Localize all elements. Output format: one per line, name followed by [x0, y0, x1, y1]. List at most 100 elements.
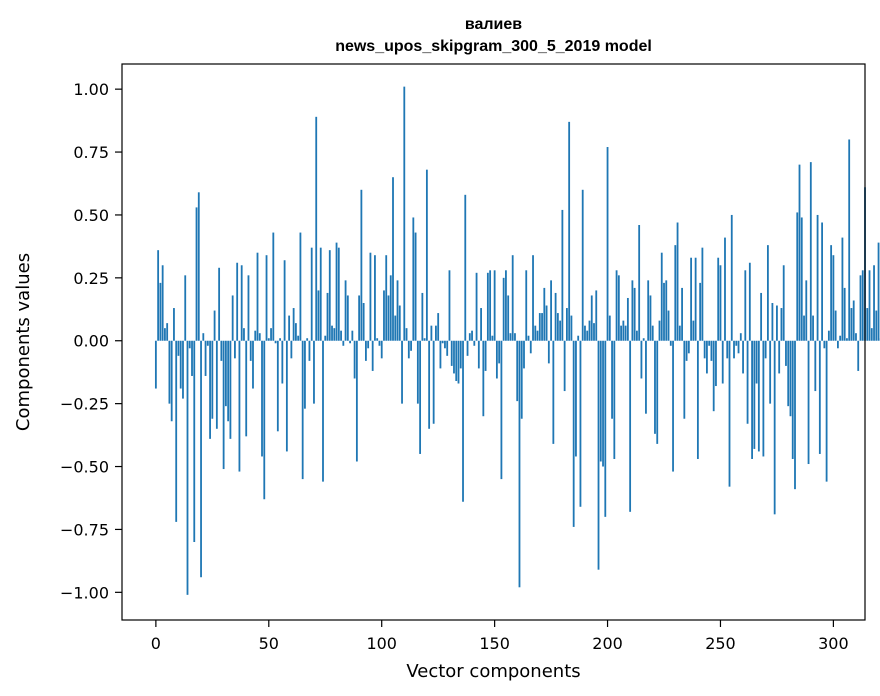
bar-76 [326, 292, 329, 341]
bar-16 [191, 340, 193, 376]
bar-41 [247, 275, 250, 341]
bar-254 [728, 340, 731, 487]
bar-173 [545, 305, 548, 341]
bar-209 [626, 297, 629, 341]
y-tick-label: −0.25 [60, 395, 109, 414]
bar-72 [317, 290, 320, 341]
bar-190 [584, 325, 586, 341]
bar-89 [355, 340, 358, 462]
bar-50 [267, 338, 270, 341]
bar-308 [850, 308, 853, 341]
bar-179 [559, 320, 562, 341]
bar-183 [568, 121, 571, 341]
bar-112 [407, 340, 410, 359]
bar-217 [645, 340, 647, 414]
bar-82 [340, 330, 342, 341]
y-tick-label: −1.00 [60, 583, 109, 602]
bar-221 [654, 340, 656, 434]
bar-182 [565, 308, 568, 341]
x-tick-label: 250 [705, 634, 736, 653]
bar-125 [437, 313, 440, 341]
bar-242 [701, 247, 704, 341]
x-tick-label: 300 [818, 634, 849, 653]
bar-156 [507, 295, 510, 341]
bar-110 [403, 86, 406, 341]
bar-245 [708, 340, 711, 346]
bar-176 [552, 340, 555, 444]
bar-17 [193, 340, 196, 543]
bar-117 [419, 340, 422, 454]
bar-108 [398, 305, 401, 341]
bar-168 [534, 325, 537, 341]
bar-77 [328, 250, 331, 341]
bar-154 [502, 277, 505, 341]
bar-137 [464, 194, 467, 341]
bar-95 [369, 252, 372, 341]
bar-313 [861, 270, 864, 341]
bar-100 [380, 340, 383, 359]
bar-22 [204, 340, 207, 376]
bar-146 [484, 340, 487, 371]
bar-124 [435, 325, 437, 341]
bar-181 [563, 340, 566, 392]
bar-285 [798, 164, 801, 341]
bar-37 [238, 340, 241, 472]
bar-295 [821, 222, 823, 341]
bar-32 [227, 340, 230, 422]
bar-184 [570, 315, 573, 341]
bar-261 [744, 270, 747, 341]
bar-240 [696, 340, 699, 459]
bar-250 [719, 265, 722, 341]
bar-306 [846, 338, 848, 341]
bar-167 [532, 255, 534, 341]
bar-14 [186, 340, 189, 595]
bar-102 [385, 255, 388, 341]
bar-256 [733, 340, 735, 359]
bar-81 [337, 247, 340, 341]
bar-257 [735, 340, 738, 346]
bar-52 [272, 232, 275, 341]
bar-96 [371, 340, 374, 371]
bar-262 [746, 340, 749, 424]
bar-282 [791, 340, 794, 459]
y-tick-label: 0.25 [73, 269, 109, 288]
bar-208 [624, 325, 627, 341]
bar-213 [636, 330, 638, 341]
bar-275 [776, 305, 778, 341]
bar-48 [263, 340, 266, 500]
x-tick-label: 50 [259, 634, 279, 653]
bar-188 [579, 340, 582, 507]
bar-177 [554, 292, 557, 341]
bar-67 [306, 338, 309, 341]
bar-127 [441, 340, 444, 344]
bar-280 [787, 340, 790, 407]
bar-178 [556, 313, 559, 341]
bar-122 [430, 325, 433, 341]
bar-157 [509, 333, 512, 341]
bar-232 [678, 325, 681, 341]
bar-120 [425, 169, 428, 341]
bar-305 [843, 287, 846, 341]
bar-151 [495, 340, 498, 379]
bar-25 [211, 340, 214, 419]
bar-150 [493, 270, 496, 341]
bar-196 [597, 340, 600, 570]
bar-70 [313, 340, 315, 404]
bar-187 [577, 335, 580, 341]
bar-46 [258, 333, 261, 341]
bar-228 [669, 340, 672, 346]
bar-264 [751, 340, 753, 459]
bar-61 [292, 308, 295, 341]
bar-284 [796, 212, 799, 341]
bar-79 [333, 328, 336, 341]
bar-15 [188, 340, 191, 349]
bar-1 [157, 250, 160, 341]
bar-216 [642, 338, 645, 341]
bar-44 [254, 330, 257, 341]
bar-7 [170, 340, 173, 422]
bar-30 [222, 340, 225, 470]
bar-9 [175, 340, 178, 522]
bar-20 [200, 340, 202, 578]
bar-312 [859, 275, 862, 341]
bar-24 [209, 340, 211, 439]
